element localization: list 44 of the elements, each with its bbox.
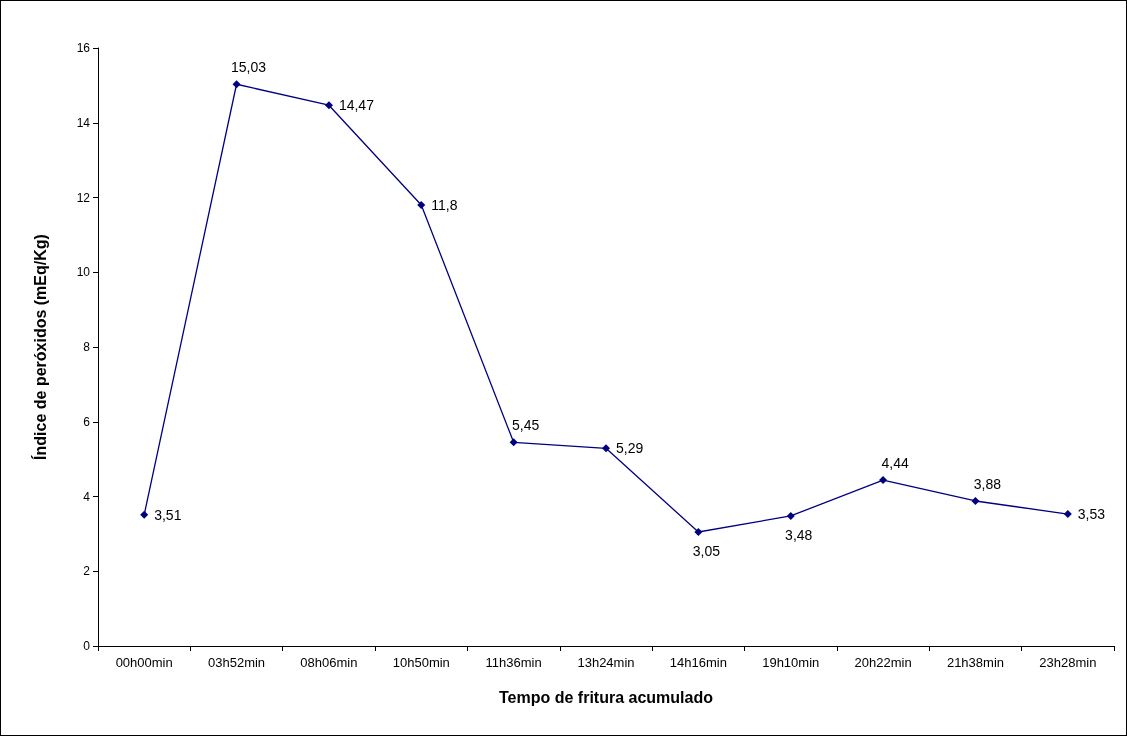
point xyxy=(879,476,888,485)
y-tick-label: 14 xyxy=(76,115,91,130)
x-tick-label: 14h16min xyxy=(669,655,727,670)
data-label: 11,8 xyxy=(431,196,458,213)
y-axis-title: Índice de peróxidos (mEq/Kg) xyxy=(30,234,49,460)
data-label: 3,51 xyxy=(154,506,182,523)
y-tick-label: 16 xyxy=(76,41,91,55)
point xyxy=(971,496,980,505)
point xyxy=(324,101,333,110)
x-tick-label: 20h22min xyxy=(854,655,912,670)
y-tick-label: 0 xyxy=(83,639,91,653)
x-tick-label: 21h38min xyxy=(946,655,1005,670)
x-tick-label: 08h06min xyxy=(300,655,358,670)
y-tick-label: 6 xyxy=(83,414,91,429)
x-tick-label: 00h00min xyxy=(115,655,173,670)
x-tick-label: 10h50min xyxy=(392,655,450,670)
y-tick-label: 10 xyxy=(76,265,91,280)
y-tick-label: 8 xyxy=(83,340,91,354)
data-label: 14,47 xyxy=(338,97,375,114)
data-label: 3,53 xyxy=(1077,506,1106,523)
y-tick-label: 4 xyxy=(83,489,91,504)
y-tick-label: 2 xyxy=(83,564,91,579)
point xyxy=(509,438,518,447)
x-tick-label: 03h52min xyxy=(207,655,266,670)
point xyxy=(140,510,149,519)
x-tick-label: 23h28min xyxy=(1039,655,1097,670)
x-tick-label: 11h36min xyxy=(485,655,542,670)
point xyxy=(232,80,241,89)
data-label: 3,88 xyxy=(973,475,1002,492)
data-label: 3,05 xyxy=(692,543,721,560)
x-axis-title: Tempo de fritura acumulado xyxy=(499,688,714,706)
point xyxy=(786,511,795,520)
x-tick-label: 13h24min xyxy=(577,655,635,670)
data-label: 4,44 xyxy=(881,455,909,472)
y-tick-label: 12 xyxy=(76,190,91,205)
data-label: 5,45 xyxy=(512,417,540,434)
data-label: 5,29 xyxy=(616,440,644,457)
point xyxy=(602,444,610,453)
x-tick-label: 19h10min xyxy=(762,655,820,670)
point xyxy=(417,200,426,209)
point xyxy=(694,528,703,537)
point xyxy=(1063,510,1072,519)
data-label: 3,48 xyxy=(785,526,813,543)
data-label: 15,03 xyxy=(231,59,267,76)
